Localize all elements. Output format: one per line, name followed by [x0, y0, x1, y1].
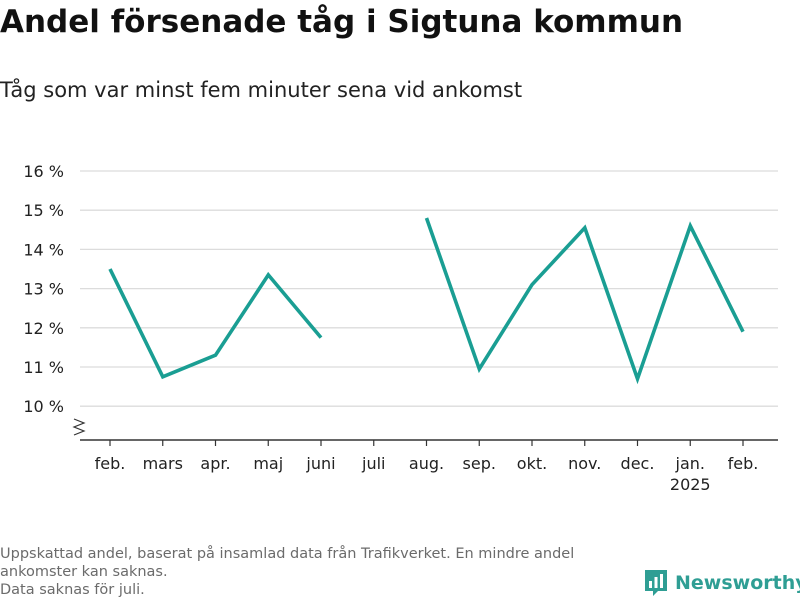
- x-tick-sublabel: 2025: [670, 475, 711, 494]
- x-tick-label: okt.: [517, 454, 547, 473]
- brand-name: Newsworthy: [675, 572, 800, 594]
- x-tick-label: jan.: [675, 454, 705, 473]
- chart-title: Andel försenade tåg i Sigtuna kommun: [0, 4, 684, 40]
- chart-subtitle: Tåg som var minst fem minuter sena vid a…: [0, 78, 523, 102]
- y-tick-label: 13 %: [23, 280, 64, 299]
- x-tick-label: aug.: [409, 454, 444, 473]
- x-tick-label: mars: [143, 454, 183, 473]
- newsworthy-logo-icon: [645, 570, 667, 596]
- x-tick-label: dec.: [621, 454, 655, 473]
- y-tick-label: 10 %: [23, 397, 64, 416]
- x-tick-label: juni: [305, 454, 335, 473]
- x-tick-label: maj: [253, 454, 283, 473]
- x-tick-label: apr.: [200, 454, 230, 473]
- series-line: [108, 268, 323, 380]
- x-tick-label: feb.: [95, 454, 126, 473]
- axis-break-icon: [72, 418, 86, 436]
- x-tick-label: sep.: [463, 454, 496, 473]
- y-tick-label: 16 %: [23, 162, 64, 181]
- series-line: [424, 217, 745, 385]
- footnote-missing-data: Data saknas för juli.: [0, 582, 145, 598]
- x-tick-label: feb.: [728, 454, 759, 473]
- y-tick-label: 11 %: [23, 358, 64, 377]
- footnote-source: Uppskattad andel, baserat på insamlad da…: [0, 546, 579, 580]
- x-tick-label: nov.: [568, 454, 601, 473]
- brand-logo: Newsworthy: [643, 568, 800, 598]
- y-tick-label: 12 %: [23, 319, 64, 338]
- y-tick-label: 15 %: [23, 201, 64, 220]
- footnotes: Uppskattad andel, baserat på insamlad da…: [0, 545, 640, 599]
- x-tick-label: juli: [361, 454, 385, 473]
- y-tick-label: 14 %: [23, 240, 64, 259]
- line-chart: 10 % 11 % 12 % 13 % 14 % 15 % 16 % feb. mars apr.…: [23, 162, 778, 494]
